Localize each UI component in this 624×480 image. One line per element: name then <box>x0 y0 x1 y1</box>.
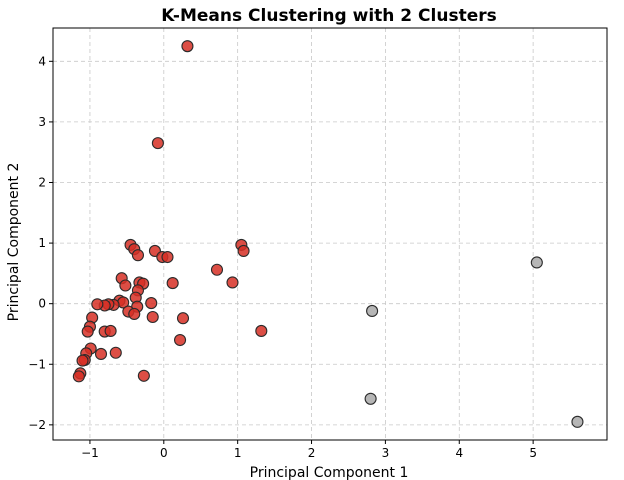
cluster-0-point <box>161 250 174 264</box>
cluster-0-point <box>76 354 89 367</box>
cluster-1-point <box>364 392 377 405</box>
cluster-1-point <box>366 304 379 317</box>
cluster-0-point <box>166 277 179 290</box>
x-tick-label: −1 <box>81 446 99 460</box>
cluster-0-point <box>128 307 141 321</box>
y-tick-label: −2 <box>28 418 46 432</box>
cluster-1-point <box>530 256 543 269</box>
x-tick-label: 4 <box>455 446 463 460</box>
x-tick-label: 0 <box>160 446 168 460</box>
x-tick-label: 2 <box>308 446 316 460</box>
cluster-0-point <box>174 333 187 347</box>
y-tick-label: 0 <box>38 297 46 311</box>
cluster-0-point <box>119 279 132 292</box>
y-tick-label: 1 <box>38 236 46 250</box>
cluster-0-point <box>210 263 224 276</box>
y-tick-label: −1 <box>28 357 46 371</box>
cluster-0-point <box>109 346 122 359</box>
cluster-0-point <box>104 324 117 337</box>
cluster-0-point <box>81 325 94 338</box>
cluster-0-point <box>72 370 85 383</box>
y-tick-label: 2 <box>38 176 46 190</box>
x-tick-label: 5 <box>529 446 537 460</box>
cluster-0-point <box>237 244 250 258</box>
x-tick-label: 3 <box>382 446 390 460</box>
cluster-0-point <box>94 347 108 361</box>
plot-frame <box>52 27 608 441</box>
y-tick-label: 3 <box>38 115 46 129</box>
cluster-0-point <box>255 324 268 337</box>
cluster-0-point <box>137 369 150 382</box>
cluster-0-point <box>91 298 104 311</box>
cluster-1-point <box>571 415 584 428</box>
cluster-0-point <box>131 249 144 262</box>
cluster-0-point <box>151 137 164 150</box>
axis-ticks: −1 0 1 2 3 4 5 −2 −1 0 1 2 3 4 <box>28 54 537 460</box>
cluster-0-point <box>145 297 158 310</box>
grid <box>53 28 607 440</box>
x-tick-label: 1 <box>234 446 242 460</box>
cluster-0-point <box>146 310 159 324</box>
y-tick-label: 4 <box>38 54 46 68</box>
cluster-0-point <box>176 312 190 325</box>
cluster-0-point <box>181 40 194 53</box>
data-points <box>72 40 584 428</box>
chart-title: K-Means Clustering with 2 Clusters <box>161 6 497 26</box>
cluster-0-point <box>226 276 239 289</box>
y-axis-label: Principal Component 2 <box>6 163 22 322</box>
x-axis-label: Principal Component 1 <box>250 465 409 480</box>
